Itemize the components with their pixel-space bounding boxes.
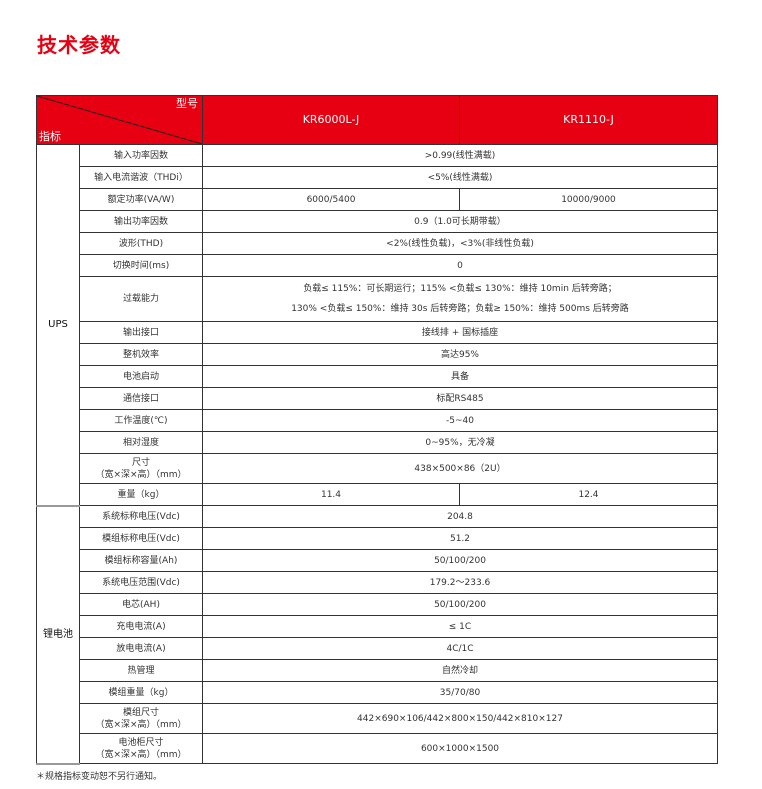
table-header-row: 型号 指标 KR6000L-J KR1110-J — [36, 95, 718, 145]
table-row: 输出接口 接线排 + 国标插座 — [37, 321, 718, 344]
spec-value: 50/100/200 — [202, 593, 718, 616]
table-row: 切换时间(ms) 0 — [37, 254, 718, 277]
table-row: 模组尺寸 （宽×深×高）（mm） 442×690×106/442×800×150/… — [37, 703, 718, 734]
spec-label: 电池启动 — [79, 365, 203, 388]
group-label: 锂电池 — [36, 505, 80, 765]
table-row: 电芯(AH) 50/100/200 — [37, 593, 718, 616]
spec-label: 过载能力 — [79, 276, 203, 322]
spec-value: 具备 — [202, 365, 718, 388]
spec-value: 0~95%，无冷凝 — [202, 431, 718, 454]
spec-label: 输出功率因数 — [79, 210, 203, 233]
spec-section: 型号 指标 KR6000L-J KR1110-J UPS 输入功率因数 >0.99(… — [36, 95, 718, 783]
footnote: ＊规格指标变动恕不另行通知。 — [36, 771, 163, 782]
spec-label: 系统标称电压(Vdc) — [79, 505, 203, 528]
page-title: 技术参数 — [37, 33, 121, 57]
spec-label: 电池柜尺寸 （宽×深×高）（mm） — [79, 733, 203, 764]
spec-value: -5~40 — [202, 409, 718, 432]
spec-label: 整机效率 — [79, 343, 203, 366]
table-row: 电池启动 具备 — [37, 365, 718, 388]
table-row: 充电电流(A) ≤ 1C — [37, 615, 718, 638]
table-row: 模组重量（kg） 35/70/80 — [37, 681, 718, 704]
table-row: 电池柜尺寸 （宽×深×高）（mm） 600×1000×1500 — [37, 733, 718, 764]
table-row: 重量（kg） 11.4 12.4 — [37, 483, 718, 506]
spec-value: <5%(线性满载) — [202, 166, 718, 189]
spec-value: 自然冷却 — [202, 659, 718, 682]
table-row: 额定功率(VA/W) 6000/5400 10000/9000 — [37, 188, 718, 211]
spec-value: 接线排 + 国标插座 — [202, 321, 718, 344]
spec-label: 输入电流谐波（THDi） — [79, 166, 203, 189]
table-row: 输入电流谐波（THDi） <5%(线性满载) — [37, 166, 718, 189]
spec-label: 模组标称容量(Ah) — [79, 549, 203, 572]
spec-value: <2%(线性负载)，<3%(非线性负载) — [202, 232, 718, 255]
table-row: 放电电流(A) 4C/1C — [37, 637, 718, 660]
table-row: 锂电池 系统标称电压(Vdc) 204.8 — [36, 505, 718, 765]
table-row: 相对湿度 0~95%，无冷凝 — [37, 431, 718, 454]
spec-label: 输出接口 — [79, 321, 203, 344]
spec-label: 切换时间(ms) — [79, 254, 203, 277]
table-row: 模组标称容量(Ah) 50/100/200 — [37, 549, 718, 572]
spec-label: 额定功率(VA/W) — [79, 188, 203, 211]
spec-value-model-1: 11.4 — [202, 483, 460, 506]
model-header-2: KR1110-J — [459, 95, 718, 145]
spec-value: 600×1000×1500 — [202, 733, 718, 764]
table-row: 模组标称电压(Vdc) 51.2 — [37, 527, 718, 550]
table-row: 系统电压范围(Vdc) 179.2～233.6 — [37, 571, 718, 594]
spec-label: 模组标称电压(Vdc) — [79, 527, 203, 550]
spec-value: 4C/1C — [202, 637, 718, 660]
spec-value-model-2: 12.4 — [459, 483, 718, 506]
spec-label: 放电电流(A) — [79, 637, 203, 660]
spec-value: 51.2 — [202, 527, 718, 550]
spec-label: 模组重量（kg） — [79, 681, 203, 704]
spec-value: 0.9（1.0可长期带载） — [202, 210, 718, 233]
spec-label: 重量（kg） — [79, 483, 203, 506]
spec-table: 型号 指标 KR6000L-J KR1110-J UPS 输入功率因数 >0.99(… — [36, 95, 718, 765]
spec-value-model-2: 10000/9000 — [459, 188, 718, 211]
spec-label: 相对湿度 — [79, 431, 203, 454]
spec-value: >0.99(线性满载) — [202, 144, 718, 167]
index-header-label: 指标 — [39, 130, 61, 143]
spec-value: 标配RS485 — [202, 387, 718, 410]
model-header-label: 型号 — [176, 97, 198, 110]
table-row: 通信接口 标配RS485 — [37, 387, 718, 410]
table-row: UPS 输入功率因数 >0.99(线性满载) — [36, 144, 718, 507]
spec-value: 高达95% — [202, 343, 718, 366]
spec-label: 系统电压范围(Vdc) — [79, 571, 203, 594]
spec-label: 波形(THD) — [79, 232, 203, 255]
table-row: 整机效率 高达95% — [37, 343, 718, 366]
spec-value: 438×500×86（2U） — [202, 453, 718, 484]
spec-value: ≤ 1C — [202, 615, 718, 638]
spec-label: 输入功率因数 — [79, 144, 203, 167]
table-row: 输出功率因数 0.9（1.0可长期带载） — [37, 210, 718, 233]
diagonal-divider — [37, 96, 202, 144]
spec-value: 204.8 — [202, 505, 718, 528]
spec-label: 充电电流(A) — [79, 615, 203, 638]
spec-label: 工作温度(℃) — [79, 409, 203, 432]
spec-label: 模组尺寸 （宽×深×高）（mm） — [79, 703, 203, 734]
table-row: 热管理 自然冷却 — [37, 659, 718, 682]
spec-label: 尺寸 （宽×深×高）（mm） — [79, 453, 203, 484]
table-row: 波形(THD) <2%(线性负载)，<3%(非线性负载) — [37, 232, 718, 255]
spec-value: 442×690×106/442×800×150/442×810×127 — [202, 703, 718, 734]
spec-value: 0 — [202, 254, 718, 277]
spec-label: 电芯(AH) — [79, 593, 203, 616]
spec-value-model-1: 6000/5400 — [202, 188, 460, 211]
table-row: 过载能力 负载≤ 115%：可长期运行；115% <负载≤ 130%：维持 10m… — [37, 276, 718, 322]
table-row: 工作温度(℃) -5~40 — [37, 409, 718, 432]
spec-label: 热管理 — [79, 659, 203, 682]
header-corner-cell: 型号 指标 — [36, 95, 203, 145]
spec-label: 通信接口 — [79, 387, 203, 410]
spec-value: 50/100/200 — [202, 549, 718, 572]
group-label: UPS — [36, 144, 80, 507]
spec-value: 负载≤ 115%：可长期运行；115% <负载≤ 130%：维持 10min 后… — [202, 276, 718, 322]
spec-value: 179.2～233.6 — [202, 571, 718, 594]
spec-value: 35/70/80 — [202, 681, 718, 704]
model-header-1: KR6000L-J — [202, 95, 460, 145]
table-row: 尺寸 （宽×深×高）（mm） 438×500×86（2U） — [37, 453, 718, 484]
